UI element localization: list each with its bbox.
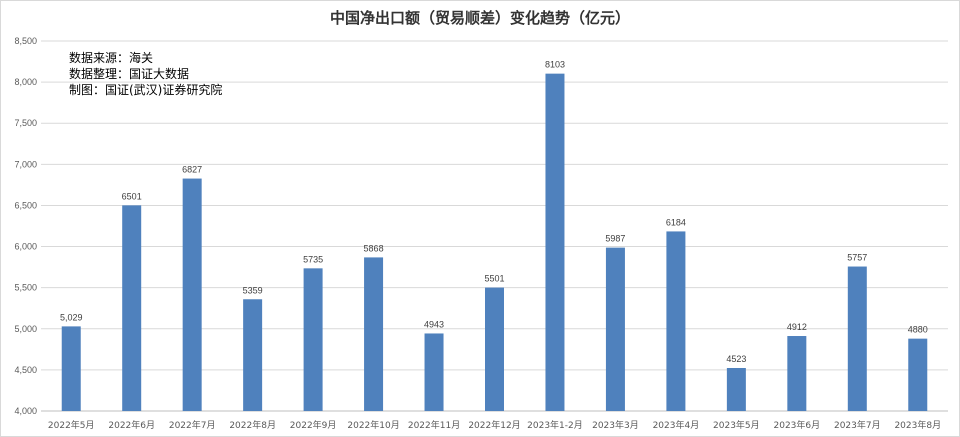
bar-value-label: 5987 [605,234,625,244]
x-category-label: 2023年7月 [834,419,881,431]
y-tick-label: 5,500 [14,283,37,293]
x-category-label: 2023年1-2月 [527,419,583,431]
y-tick-label: 7,500 [14,118,37,128]
x-category-label: 2023年5月 [713,419,760,431]
bar [605,247,625,411]
bar-value-label: 8103 [545,60,565,70]
x-category-label: 2023年4月 [653,419,700,431]
x-category-label: 2022年8月 [229,419,276,431]
bar [424,333,444,411]
bar-value-label: 6827 [182,165,202,175]
x-axis-categories: 2022年5月 2022年6月 2022年7月 2022年8月 2022年9月 2022年… [48,419,941,431]
annotation-compiler: 数据整理：国证大数据 [69,66,189,81]
y-tick-label: 8,000 [14,77,37,87]
chart-title: 中国净出口额（贸易顺差）变化趋势（亿元） [330,9,630,27]
bar-value-label: 5359 [243,285,263,295]
x-category-label: 2023年6月 [774,419,821,431]
x-category-label: 2022年5月 [48,419,95,431]
x-category-label: 2022年11月 [408,419,460,431]
bar [847,266,867,411]
y-tick-label: 6,500 [14,200,37,210]
bar [666,231,686,411]
y-tick-label: 4,500 [14,365,37,375]
bar-value-label: 4880 [908,325,928,335]
bar-value-label: 4523 [726,354,746,364]
data-labels: 5,029 6501 6827 5359 5735 5868 4943 5501 8103 598… [60,60,928,364]
bar-value-label: 4943 [424,319,444,329]
bar [787,336,807,411]
y-axis-ticks: 4,000 4,500 5,000 5,500 6,000 6,500 7,000 7,500… [14,36,37,416]
x-category-label: 2022年6月 [108,419,155,431]
bar [243,299,263,411]
bars [61,73,928,412]
x-category-label: 2023年8月 [894,419,941,431]
y-tick-label: 4,000 [14,406,37,416]
bar-value-label: 6501 [122,191,142,201]
bar [122,205,142,411]
bar-value-label: 5735 [303,254,323,264]
bar [726,367,746,411]
bar [61,326,81,411]
bar [485,287,504,411]
bar-value-label: 5868 [364,243,384,253]
bar [364,257,384,411]
x-category-label: 2022年10月 [347,419,399,431]
bar [182,178,202,411]
bar [545,73,565,412]
bar-value-label: 6184 [666,217,686,227]
bar [908,338,928,411]
x-category-label: 2022年9月 [290,419,337,431]
annotation-source: 数据来源：海关 [69,50,153,65]
bar-value-label: 4912 [787,322,807,332]
bar [303,268,323,411]
y-tick-label: 8,500 [14,36,37,46]
annotation-author: 制图：国证(武汉)证券研究院 [69,82,222,97]
bar-value-label: 5,029 [60,312,83,322]
y-tick-label: 7,000 [14,159,37,169]
x-category-label: 2022年12月 [468,419,520,431]
y-tick-label: 5,000 [14,324,37,334]
source-annotations: 数据来源：海关 数据整理：国证大数据 制图：国证(武汉)证券研究院 [69,50,222,97]
bar-value-label: 5501 [484,274,504,284]
bar-value-label: 5757 [847,253,867,263]
x-category-label: 2022年7月 [169,419,216,431]
x-category-label: 2023年3月 [592,419,639,431]
y-tick-label: 6,000 [14,242,37,252]
